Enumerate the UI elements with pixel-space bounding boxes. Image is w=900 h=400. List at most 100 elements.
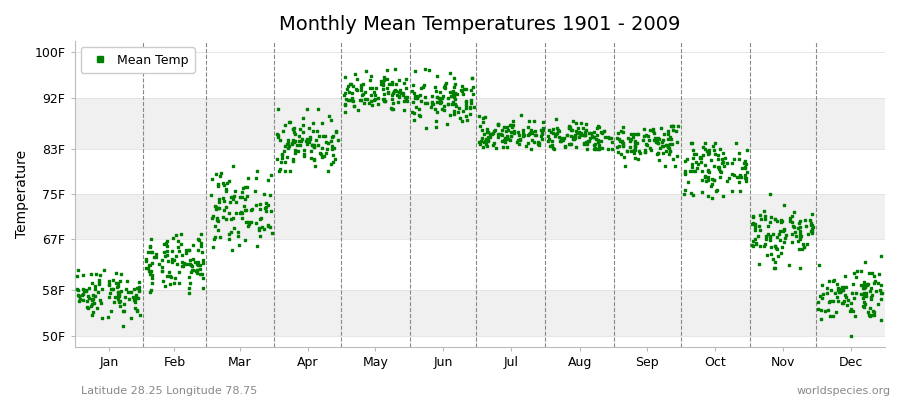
Mean Temp (385, 89, 400, 96)
Mean Temp (600, 146, 615, 152)
Mean Temp (127, 296, 141, 303)
Mean Temp (436, 106, 451, 113)
Mean Temp (614, 151, 628, 157)
Mean Temp (438, 85, 453, 91)
Mean Temp (81, 305, 95, 312)
Mean Temp (573, 130, 588, 137)
Mean Temp (482, 130, 497, 137)
Mean Temp (327, 145, 341, 151)
Mean Temp (572, 128, 586, 135)
Mean Temp (757, 208, 771, 214)
Mean Temp (353, 96, 367, 103)
Mean Temp (111, 280, 125, 286)
Mean Temp (500, 124, 514, 130)
Mean Temp (698, 174, 713, 180)
Mean Temp (524, 127, 538, 133)
Mean Temp (309, 136, 323, 143)
Mean Temp (624, 148, 638, 154)
Mean Temp (528, 128, 543, 134)
Mean Temp (782, 218, 796, 224)
Mean Temp (82, 295, 96, 301)
Mean Temp (475, 134, 490, 141)
Mean Temp (405, 88, 419, 94)
Mean Temp (366, 88, 381, 95)
Mean Temp (315, 132, 329, 139)
Mean Temp (304, 148, 319, 154)
Mean Temp (861, 270, 876, 277)
Mean Temp (412, 106, 427, 112)
Mean Temp (408, 95, 422, 101)
Mean Temp (354, 87, 368, 93)
Mean Temp (595, 130, 609, 136)
Mean Temp (190, 270, 204, 276)
Mean Temp (425, 92, 439, 99)
Mean Temp (389, 87, 403, 94)
Mean Temp (844, 305, 859, 312)
Mean Temp (597, 128, 611, 134)
Mean Temp (84, 270, 98, 277)
Mean Temp (308, 163, 322, 169)
Mean Temp (572, 125, 586, 132)
Mean Temp (739, 178, 753, 184)
Mean Temp (230, 232, 245, 239)
Mean Temp (86, 296, 100, 303)
Mean Temp (358, 96, 373, 103)
Mean Temp (259, 207, 274, 214)
Mean Temp (377, 98, 392, 104)
Mean Temp (642, 136, 656, 143)
Mean Temp (171, 238, 185, 245)
Mean Temp (649, 139, 663, 146)
Mean Temp (690, 160, 705, 167)
Mean Temp (778, 232, 793, 238)
Mean Temp (238, 196, 252, 202)
Mean Temp (145, 272, 159, 278)
Mean Temp (172, 268, 186, 275)
Mean Temp (384, 105, 399, 111)
Mean Temp (716, 150, 730, 156)
Mean Temp (638, 132, 652, 138)
Mean Temp (195, 257, 210, 264)
Mean Temp (76, 288, 91, 294)
Mean Temp (760, 252, 774, 258)
Mean Temp (115, 323, 130, 329)
Mean Temp (164, 274, 178, 281)
Mean Temp (738, 158, 752, 164)
Mean Temp (770, 252, 785, 259)
Mean Temp (364, 102, 379, 108)
Mean Temp (576, 140, 590, 147)
Mean Temp (767, 264, 781, 271)
Mean Temp (504, 132, 518, 139)
Mean Temp (628, 138, 643, 144)
Mean Temp (238, 207, 252, 213)
Mean Temp (581, 138, 596, 144)
Mean Temp (774, 217, 788, 223)
Mean Temp (325, 146, 339, 152)
Mean Temp (245, 206, 259, 212)
Mean Temp (170, 244, 184, 250)
Mean Temp (732, 179, 746, 185)
Mean Temp (194, 249, 209, 255)
Mean Temp (244, 218, 258, 225)
Mean Temp (489, 145, 503, 151)
Mean Temp (594, 145, 608, 151)
Mean Temp (536, 127, 550, 134)
Mean Temp (610, 144, 625, 151)
Mean Temp (182, 247, 196, 253)
Mean Temp (354, 82, 368, 88)
Mean Temp (590, 132, 604, 138)
Mean Temp (804, 220, 818, 226)
Mean Temp (263, 192, 277, 198)
Mean Temp (569, 128, 583, 135)
Mean Temp (662, 145, 676, 152)
Mean Temp (711, 166, 725, 172)
Mean Temp (194, 270, 209, 277)
Mean Temp (795, 246, 809, 252)
Mean Temp (301, 141, 315, 147)
Mean Temp (254, 214, 268, 221)
Mean Temp (572, 134, 587, 140)
Mean Temp (686, 168, 700, 174)
Mean Temp (646, 129, 661, 136)
Mean Temp (123, 288, 138, 295)
Mean Temp (112, 299, 127, 305)
Mean Temp (148, 251, 163, 257)
